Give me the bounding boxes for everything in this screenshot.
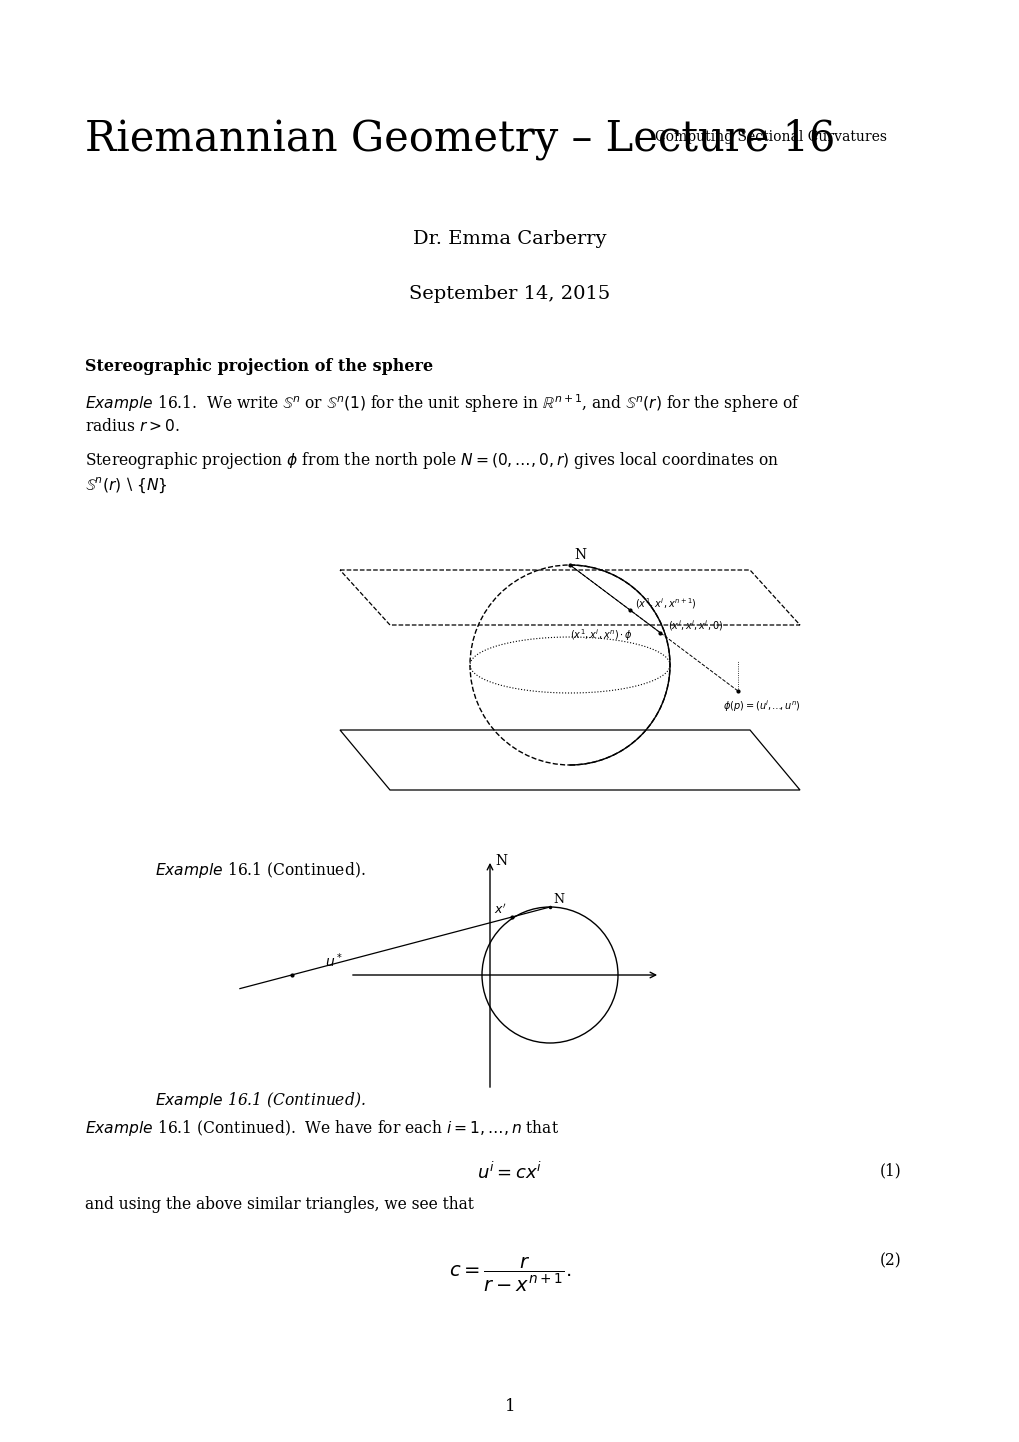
Text: September 14, 2015: September 14, 2015 bbox=[409, 286, 610, 303]
Text: N: N bbox=[574, 548, 586, 562]
Text: $(x^i_{\,},x^i_{\,},x^i_{\,},0)$: $(x^i_{\,},x^i_{\,},x^i_{\,},0)$ bbox=[667, 619, 722, 632]
Text: $\phi(p){=}(u^i_{\,},\!\ldots\!,u^n)$: $\phi(p){=}(u^i_{\,},\!\ldots\!,u^n)$ bbox=[722, 698, 800, 712]
Text: $(x^1_{\,},x^i_{\,},x^n_{\,}) \cdot \phi$: $(x^1_{\,},x^i_{\,},x^n_{\,}) \cdot \phi… bbox=[570, 627, 632, 643]
Text: $u^i = cx^i$: $u^i = cx^i$ bbox=[477, 1162, 542, 1184]
Text: $\mathbb{S}^n(r) \setminus \{N\}$: $\mathbb{S}^n(r) \setminus \{N\}$ bbox=[85, 476, 168, 496]
Text: N: N bbox=[552, 893, 564, 906]
Text: $u^*$: $u^*$ bbox=[325, 952, 342, 970]
Text: Stereographic projection of the sphere: Stereographic projection of the sphere bbox=[85, 358, 433, 375]
Text: Computing Sectional Curvatures: Computing Sectional Curvatures bbox=[654, 130, 887, 144]
Text: Stereographic projection $\phi$ from the north pole $N = (0, \ldots, 0, r)$ give: Stereographic projection $\phi$ from the… bbox=[85, 450, 779, 472]
Text: $\mathit{Example}$ 16.1 (Continued).  We have for each $i = 1, \ldots, n$ that: $\mathit{Example}$ 16.1 (Continued). We … bbox=[85, 1118, 558, 1138]
Text: N: N bbox=[494, 854, 506, 868]
Text: and using the above similar triangles, we see that: and using the above similar triangles, w… bbox=[85, 1195, 474, 1213]
Text: $\mathit{Example}$ 16.1 (Continued).: $\mathit{Example}$ 16.1 (Continued). bbox=[155, 859, 365, 880]
Text: 1: 1 bbox=[504, 1397, 515, 1415]
Text: Riemannian Geometry – Lecture 16: Riemannian Geometry – Lecture 16 bbox=[85, 118, 835, 160]
Text: $(x^1_{\,},x^i_{\,},x^{n+1}_{\,})$: $(x^1_{\,},x^i_{\,},x^{n+1}_{\,})$ bbox=[635, 596, 696, 610]
Text: $\mathit{Example}$ 16.1.  We write $\mathbb{S}^n$ or $\mathbb{S}^n(1)$ for the u: $\mathit{Example}$ 16.1. We write $\math… bbox=[85, 392, 800, 415]
Text: (1): (1) bbox=[879, 1162, 901, 1180]
Text: Dr. Emma Carberry: Dr. Emma Carberry bbox=[413, 231, 606, 248]
Text: $c = \dfrac{r}{r - x^{n+1}}.$: $c = \dfrac{r}{r - x^{n+1}}.$ bbox=[448, 1255, 571, 1293]
Text: radius $r > 0$.: radius $r > 0$. bbox=[85, 418, 180, 435]
Text: (2): (2) bbox=[879, 1252, 901, 1269]
Text: $\mathit{Example}$ 16.1 (Continued).: $\mathit{Example}$ 16.1 (Continued). bbox=[155, 1090, 366, 1110]
Text: $x'$: $x'$ bbox=[493, 903, 506, 917]
